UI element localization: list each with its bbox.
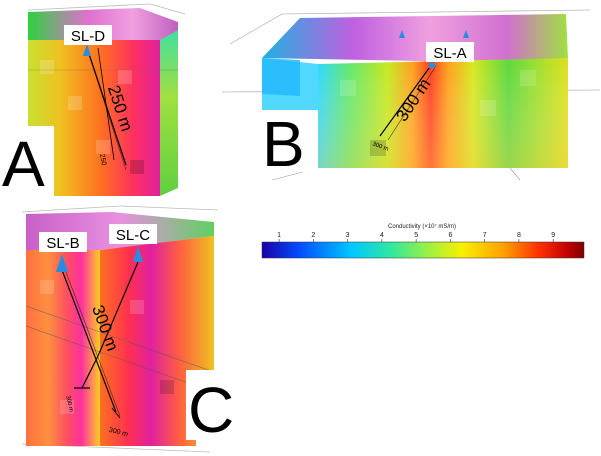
panel-a-bbox-line bbox=[27, 3, 151, 11]
well-sl-b-trace-shadow bbox=[65, 271, 121, 417]
panel-a-bbox-line bbox=[149, 3, 186, 15]
colorbar-tick-label: 3 bbox=[346, 232, 350, 239]
panel-c-letter-bg bbox=[186, 370, 244, 440]
well-sl-a-trace bbox=[379, 63, 433, 137]
well-sl-d-label-bg bbox=[64, 25, 112, 45]
panel-b-top-face bbox=[262, 14, 568, 62]
panel-c-front-face bbox=[26, 250, 100, 446]
well-sl-b-trace-end bbox=[111, 407, 121, 419]
well-sl-b-marker bbox=[56, 254, 68, 272]
panel-b-distance-label-small: 300 m bbox=[371, 141, 389, 152]
panel-c-bbox-line bbox=[119, 205, 219, 211]
panel-a-distance-label-small: 250 bbox=[98, 153, 107, 166]
colorbar-tick-label: 1 bbox=[277, 232, 281, 239]
panel-a-dimension-line bbox=[97, 47, 115, 161]
panel-c-bbox-line bbox=[21, 205, 121, 213]
panel-c-voxel-texture bbox=[40, 280, 174, 414]
panel-b-bbox-line bbox=[281, 9, 591, 15]
well-marker-secondary bbox=[399, 30, 405, 38]
colorbar-gradient bbox=[261, 241, 585, 259]
well-sl-c-label-bg bbox=[109, 224, 157, 244]
well-sl-b-trace bbox=[61, 269, 117, 413]
panel-a-side-face bbox=[160, 30, 178, 196]
panel-c-distance-label-small: 300 m bbox=[64, 395, 73, 413]
colorbar-tick-label: 8 bbox=[517, 232, 521, 239]
panel-b-letter: B bbox=[262, 108, 305, 180]
panel-c-grid-line bbox=[25, 305, 215, 373]
well-sl-a-label: SL-A bbox=[433, 45, 466, 62]
panel-c-distance-label-small: 300 m bbox=[108, 427, 129, 439]
panel-b-bbox-line bbox=[229, 13, 283, 45]
well-sl-c-label: SL-C bbox=[116, 227, 150, 244]
panel-b-side-face-shade bbox=[262, 58, 300, 96]
colorbar: Conductivity (×10⁷ mS/m) 1 2 3 4 5 6 7 8 9 bbox=[261, 223, 585, 259]
well-sl-a-trace-shadow bbox=[387, 65, 437, 141]
panel-a-letter-bg bbox=[0, 126, 54, 190]
panel-a-letter: A bbox=[2, 128, 45, 200]
well-sl-c-trace bbox=[97, 261, 139, 357]
well-sl-b-label: SL-B bbox=[46, 235, 79, 252]
panel-b-axis-line bbox=[509, 167, 521, 181]
colorbar-title: Conductivity (×10⁷ mS/m) bbox=[388, 223, 456, 230]
colorbar-tick-label: 9 bbox=[551, 232, 555, 239]
panel-c: SL-B SL-C 300 m 300 m 300 m C bbox=[21, 205, 244, 453]
panel-b-voxel-texture bbox=[340, 70, 536, 156]
panel-a-front-face bbox=[28, 40, 160, 196]
panel-b-letter-bg bbox=[262, 110, 318, 172]
colorbar-tick-label: 6 bbox=[448, 232, 452, 239]
panel-c-letter: C bbox=[188, 374, 234, 446]
well-sl-a-marker bbox=[428, 58, 436, 68]
panel-a-voxel-texture bbox=[40, 60, 144, 174]
colorbar-ticks: 1 2 3 4 5 6 7 8 9 bbox=[277, 232, 555, 242]
well-sl-b-label-bg bbox=[39, 232, 87, 252]
well-sl-a-label-bg bbox=[426, 42, 474, 62]
well-sl-d-label: SL-D bbox=[71, 28, 105, 45]
colorbar-tick-label: 2 bbox=[311, 232, 315, 239]
panel-b-depth-shade bbox=[318, 64, 568, 168]
colorbar-tick-label: 5 bbox=[414, 232, 418, 239]
panel-a: SL-D 250 m 250 A bbox=[0, 3, 186, 200]
panel-c-grid-line bbox=[25, 325, 215, 393]
colorbar-tick-label: 4 bbox=[380, 232, 384, 239]
well-marker-secondary bbox=[463, 30, 469, 38]
well-sl-c-marker bbox=[133, 246, 143, 262]
panel-b: SL-A 300 m 300 m B bbox=[221, 9, 601, 181]
well-sl-c-trace bbox=[81, 355, 99, 389]
colorbar-tick-label: 7 bbox=[483, 232, 487, 239]
well-sl-d-marker bbox=[83, 44, 91, 56]
panel-c-side-face bbox=[100, 236, 214, 446]
